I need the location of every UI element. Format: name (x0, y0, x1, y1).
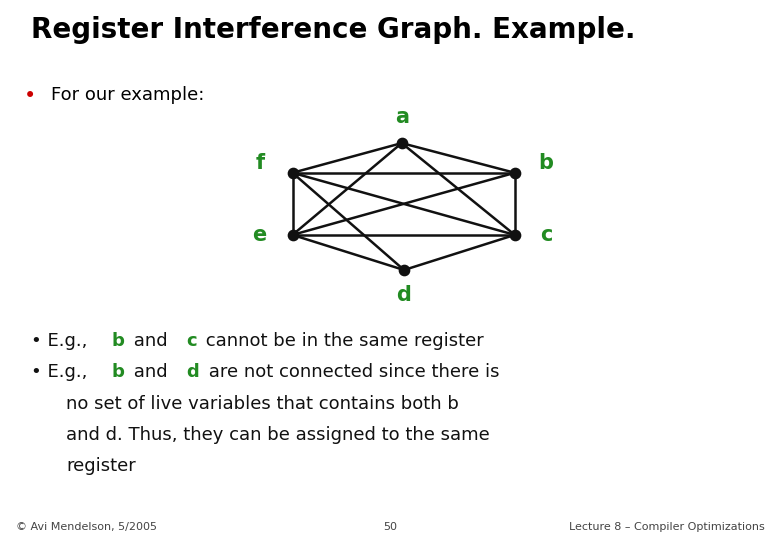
Text: b: b (538, 153, 554, 173)
Text: no set of live variables that contains both b: no set of live variables that contains b… (66, 395, 459, 413)
Text: f: f (255, 153, 264, 173)
Text: • E.g.,: • E.g., (31, 363, 94, 381)
Text: c: c (540, 225, 552, 245)
Text: c: c (186, 332, 197, 350)
Point (509, 168, 521, 177)
Text: • E.g.,: • E.g., (31, 332, 94, 350)
Text: cannot be in the same register: cannot be in the same register (200, 332, 484, 350)
Text: b: b (112, 363, 124, 381)
Text: are not connected since there is: are not connected since there is (203, 363, 499, 381)
Text: and: and (128, 363, 173, 381)
Text: and d. Thus, they can be assigned to the same: and d. Thus, they can be assigned to the… (66, 426, 490, 444)
Text: © Avi Mendelson, 5/2005: © Avi Mendelson, 5/2005 (16, 522, 157, 532)
Point (395, 139, 408, 147)
Text: e: e (253, 225, 267, 245)
Point (398, 266, 410, 274)
Text: Register Interference Graph. Example.: Register Interference Graph. Example. (31, 16, 636, 44)
Text: d: d (396, 285, 412, 305)
Text: For our example:: For our example: (51, 86, 204, 104)
Text: register: register (66, 457, 136, 475)
Point (509, 231, 521, 239)
Text: b: b (112, 332, 124, 350)
Text: and: and (128, 332, 173, 350)
Point (286, 168, 299, 177)
Text: •: • (23, 86, 36, 106)
Text: d: d (186, 363, 199, 381)
Text: 50: 50 (383, 522, 397, 532)
Text: a: a (395, 107, 409, 127)
Text: Lecture 8 – Compiler Optimizations: Lecture 8 – Compiler Optimizations (569, 522, 764, 532)
Point (286, 231, 299, 239)
